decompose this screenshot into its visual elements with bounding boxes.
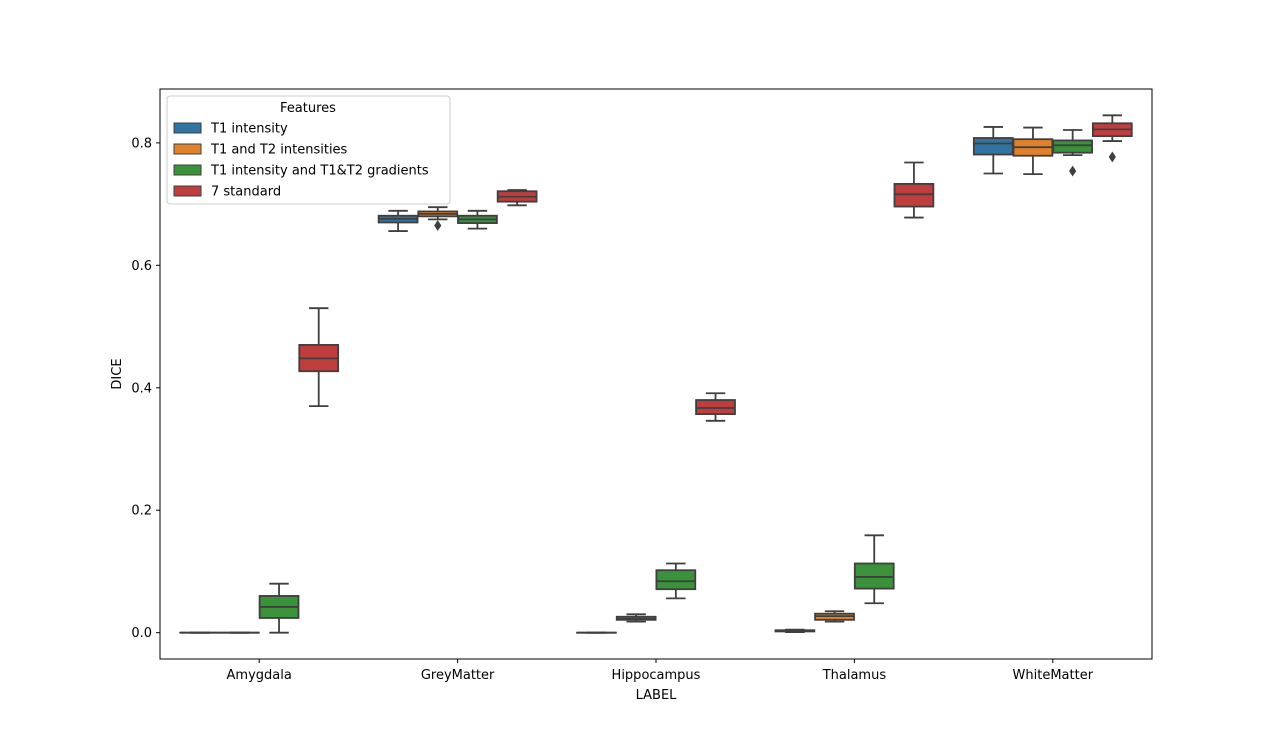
- y-tick-label: 0.8: [131, 136, 152, 151]
- box-2-2: [655, 562, 697, 600]
- legend-swatch: [173, 185, 202, 197]
- x-tick-label: Thalamus: [822, 668, 887, 683]
- box-body: [972, 137, 1014, 156]
- box-3-3: [893, 161, 935, 219]
- box-body: [695, 399, 736, 416]
- box-2-1: [457, 209, 498, 230]
- box-3-4: [1091, 114, 1133, 163]
- legend-title: Features: [280, 101, 336, 116]
- y-tick-label: 0.4: [131, 381, 152, 396]
- x-tick-label: GreyMatter: [421, 668, 495, 683]
- plot-marks: [179, 114, 1133, 634]
- box-2-0: [258, 582, 300, 634]
- box-1-3: [814, 610, 855, 623]
- flier-point: [1108, 151, 1116, 163]
- box-0-4: [972, 126, 1014, 175]
- legend-entry-label: T1 intensity: [210, 122, 288, 137]
- y-tick-label: 0.0: [131, 626, 152, 641]
- box-1-4: [1012, 126, 1054, 176]
- legend-swatch: [173, 143, 202, 155]
- box-0-3: [774, 628, 816, 633]
- x-tick-label: WhiteMatter: [1013, 668, 1094, 683]
- y-axis: 0.0 0.2 0.4 0.6 0.8: [131, 136, 160, 641]
- legend-entry-label: 7 standard: [211, 185, 281, 200]
- box-body: [655, 569, 697, 591]
- x-axis: Amygdala GreyMatter Hippocampus Thalamus Whi…: [227, 659, 1094, 683]
- box-body: [893, 182, 935, 208]
- box-1-2: [615, 613, 657, 623]
- legend-entry-label: T1 intensity and T1&T2 gradients: [210, 164, 429, 179]
- flier-point: [434, 220, 442, 231]
- box-body: [1052, 139, 1093, 154]
- box-body: [853, 562, 895, 590]
- x-tick-label: Hippocampus: [612, 668, 701, 683]
- y-tick-label: 0.2: [131, 504, 152, 519]
- box-2-4: [1052, 129, 1093, 177]
- box-3-1: [496, 189, 538, 207]
- x-tick-label: Amygdala: [227, 668, 292, 683]
- legend-frame: [166, 95, 451, 205]
- flier-point: [1069, 165, 1077, 177]
- box-3-2: [695, 392, 736, 422]
- legend-entries: T1 intensity T1 and T2 intensities T1 inte…: [173, 122, 429, 200]
- box-0-1: [377, 209, 419, 232]
- legend: Features T1 intensity T1 and T2 intensiti…: [166, 95, 451, 205]
- x-axis-label: LABEL: [636, 688, 678, 703]
- box-3-0: [298, 307, 340, 408]
- box-2-3: [853, 534, 895, 605]
- y-tick-label: 0.6: [131, 259, 152, 274]
- y-axis-label: DICE: [110, 358, 125, 389]
- legend-swatch: [173, 122, 202, 134]
- legend-swatch: [173, 164, 202, 176]
- box-1-1: [417, 206, 459, 231]
- legend-entry-label: T1 and T2 intensities: [210, 143, 348, 158]
